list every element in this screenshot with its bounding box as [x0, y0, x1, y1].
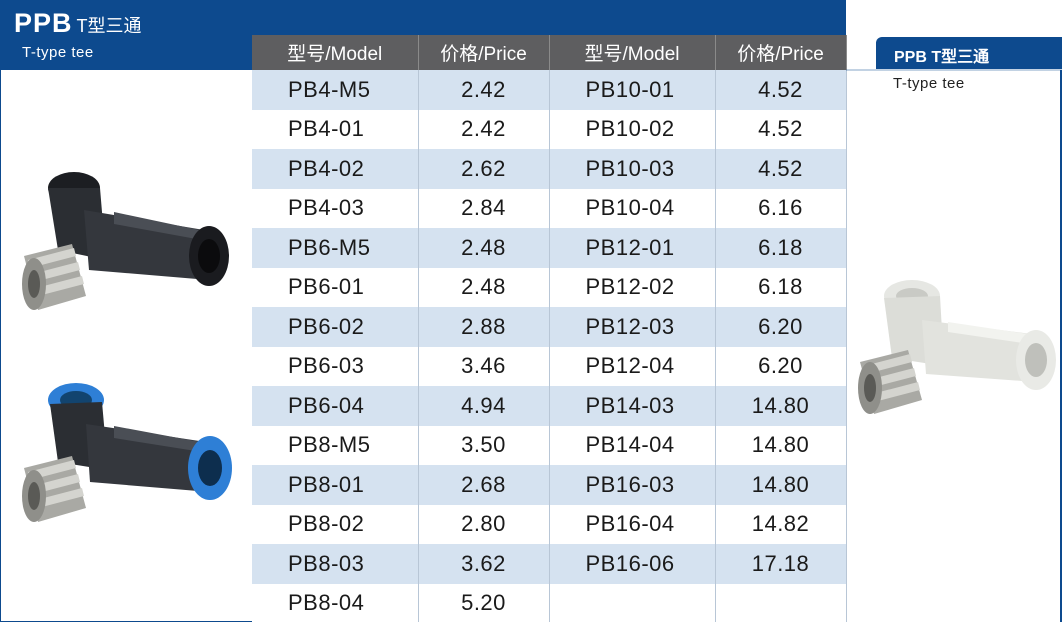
- table-row: PB4-M5 2.42 PB10-01 4.52: [252, 70, 847, 110]
- right-model-cell: PB12-03: [549, 307, 716, 347]
- right-model-cell: PB16-06: [549, 544, 716, 584]
- right-model-cell: [549, 583, 716, 622]
- left-price-cell: 2.42: [418, 70, 550, 110]
- side-title-tab: PPB T型三通: [876, 37, 1062, 69]
- table-row: PB8-02 2.80 PB16-04 14.82: [252, 504, 847, 544]
- table-row: PB6-M5 2.48 PB12-01 6.18: [252, 228, 847, 268]
- header-model-left: 型号/Model: [252, 35, 419, 70]
- left-model-cell: PB8-M5: [252, 425, 419, 465]
- left-model-cell: PB4-01: [252, 109, 419, 149]
- right-price-cell: [715, 583, 847, 622]
- left-price-cell: 2.42: [418, 109, 550, 149]
- side-border: [1060, 70, 1062, 622]
- right-price-cell: 17.18: [715, 544, 847, 584]
- table-row: PB4-02 2.62 PB10-03 4.52: [252, 149, 847, 189]
- right-model-cell: PB16-03: [549, 465, 716, 505]
- right-model-cell: PB14-04: [549, 425, 716, 465]
- left-model-cell: PB6-01: [252, 267, 419, 307]
- left-model-cell: PB4-02: [252, 149, 419, 189]
- table-row: PB6-04 4.94 PB14-03 14.80: [252, 386, 847, 426]
- header-price-right: 价格/Price: [715, 35, 847, 70]
- right-model-cell: PB16-04: [549, 504, 716, 544]
- table-row: PB6-01 2.48 PB12-02 6.18: [252, 267, 847, 307]
- right-model-cell: PB10-03: [549, 149, 716, 189]
- left-model-cell: PB8-01: [252, 465, 419, 505]
- header-price-left: 价格/Price: [418, 35, 550, 70]
- left-price-cell: 5.20: [418, 583, 550, 622]
- left-price-cell: 2.48: [418, 267, 550, 307]
- table-row: PB8-03 3.62 PB16-06 17.18: [252, 544, 847, 584]
- right-model-cell: PB12-02: [549, 267, 716, 307]
- right-model-cell: PB10-04: [549, 188, 716, 228]
- title-text: PPB: [14, 8, 73, 38]
- right-price-cell: 6.20: [715, 346, 847, 386]
- price-table: 型号/Model 价格/Price 型号/Model 价格/Price PB4-…: [252, 35, 847, 622]
- left-price-cell: 3.50: [418, 425, 550, 465]
- right-model-cell: PB14-03: [549, 386, 716, 426]
- title-cn: T型三通: [76, 16, 142, 36]
- right-model-cell: PB12-01: [549, 228, 716, 268]
- right-price-cell: 6.16: [715, 188, 847, 228]
- table-header-row: 型号/Model 价格/Price 型号/Model 价格/Price: [252, 35, 847, 70]
- left-price-cell: 2.62: [418, 149, 550, 189]
- left-model-cell: PB6-04: [252, 386, 419, 426]
- table-row: PB6-03 3.46 PB12-04 6.20: [252, 346, 847, 386]
- left-price-cell: 4.94: [418, 386, 550, 426]
- left-model-cell: PB8-02: [252, 504, 419, 544]
- left-model-cell: PB6-M5: [252, 228, 419, 268]
- left-price-cell: 3.46: [418, 346, 550, 386]
- left-model-cell: PB8-04: [252, 583, 419, 622]
- right-model-cell: PB12-04: [549, 346, 716, 386]
- right-price-cell: 6.20: [715, 307, 847, 347]
- right-price-cell: 4.52: [715, 70, 847, 110]
- table-row: PB8-M5 3.50 PB14-04 14.80: [252, 425, 847, 465]
- side-divider: [846, 69, 1062, 71]
- right-price-cell: 6.18: [715, 267, 847, 307]
- table-row: PB4-01 2.42 PB10-02 4.52: [252, 109, 847, 149]
- left-price-cell: 2.48: [418, 228, 550, 268]
- right-model-cell: PB10-02: [549, 109, 716, 149]
- left-model-cell: PB4-03: [252, 188, 419, 228]
- left-model-cell: PB4-M5: [252, 70, 419, 110]
- right-model-cell: PB10-01: [549, 70, 716, 110]
- right-price-cell: 14.82: [715, 504, 847, 544]
- left-price-cell: 3.62: [418, 544, 550, 584]
- right-price-cell: 4.52: [715, 109, 847, 149]
- table-row: PB4-03 2.84 PB10-04 6.16: [252, 188, 847, 228]
- left-model-cell: PB6-02: [252, 307, 419, 347]
- right-price-cell: 6.18: [715, 228, 847, 268]
- table-row: PB8-01 2.68 PB16-03 14.80: [252, 465, 847, 505]
- blue-tee-fitting-image: [22, 383, 232, 522]
- left-price-cell: 2.80: [418, 504, 550, 544]
- side-subtitle: T-type tee: [893, 75, 965, 92]
- page-subtitle: T-type tee: [22, 44, 94, 61]
- left-model-cell: PB6-03: [252, 346, 419, 386]
- right-price-cell: 14.80: [715, 386, 847, 426]
- white-tee-fitting-image: [858, 280, 1056, 414]
- table-row: PB8-04 5.20: [252, 583, 847, 622]
- right-price-cell: 14.80: [715, 425, 847, 465]
- header-model-right: 型号/Model: [549, 35, 716, 70]
- page-title: PPB T型三通: [14, 8, 142, 39]
- black-tee-fitting-image: [22, 172, 229, 310]
- left-price-cell: 2.68: [418, 465, 550, 505]
- table-row: PB6-02 2.88 PB12-03 6.20: [252, 307, 847, 347]
- left-price-cell: 2.84: [418, 188, 550, 228]
- left-model-cell: PB8-03: [252, 544, 419, 584]
- right-price-cell: 4.52: [715, 149, 847, 189]
- left-price-cell: 2.88: [418, 307, 550, 347]
- right-price-cell: 14.80: [715, 465, 847, 505]
